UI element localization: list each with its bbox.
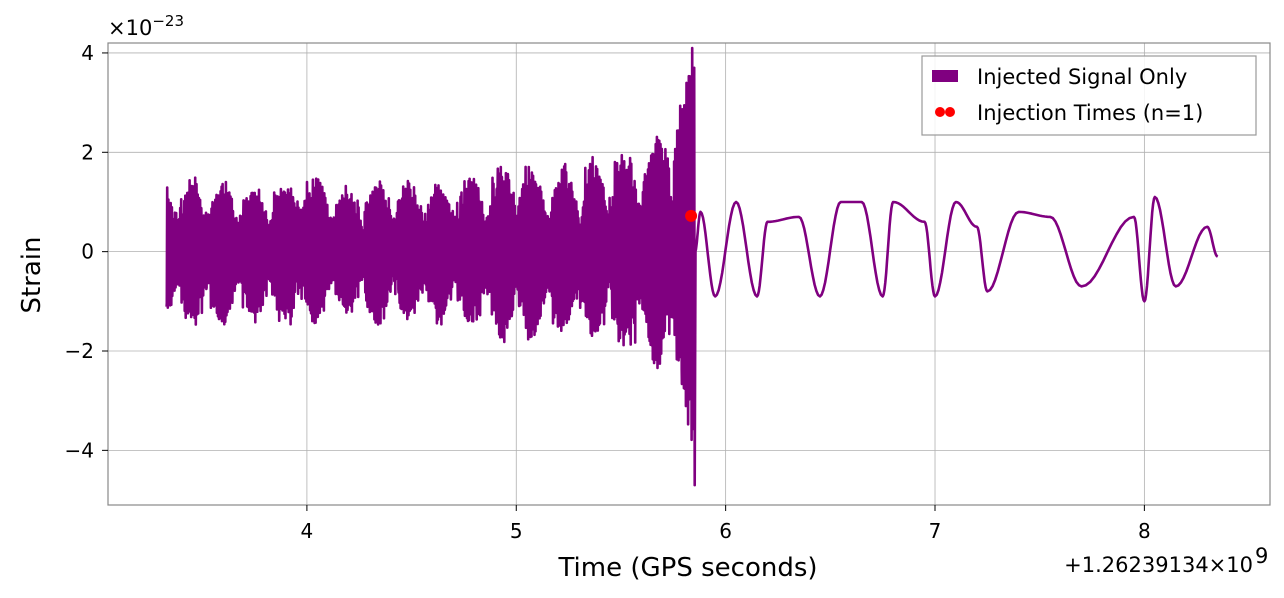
series-injected-signal (165, 46, 1219, 487)
x-tick-label-7: 7 (929, 519, 942, 543)
y-axis-title: Strain (17, 236, 47, 313)
legend-marker-injection-a (935, 107, 945, 117)
y-tick-label-2: 0 (81, 240, 94, 264)
y-tick-label-4: 4 (81, 41, 94, 65)
signal-line (165, 46, 1219, 487)
y-tick-label-0: −4 (65, 438, 94, 462)
x-offset-label: +1.26239134×10 (1064, 553, 1253, 577)
legend-marker-injection-b (945, 107, 955, 117)
y-scale-label: ×10−23 (108, 12, 184, 40)
legend-label-injection: Injection Times (n=1) (977, 101, 1203, 125)
legend-swatch-signal (932, 70, 958, 82)
x-tick-label-4: 4 (301, 519, 314, 543)
x-tick-label-6: 6 (719, 519, 732, 543)
x-axis-title: Time (GPS seconds) (557, 553, 817, 583)
y-axis-ticks: −4 −2 0 2 4 (65, 41, 108, 462)
legend-label-signal: Injected Signal Only (977, 65, 1187, 89)
injection-point-0 (685, 209, 698, 222)
legend: Injected Signal Only Injection Times (n=… (921, 55, 1257, 136)
x-tick-label-8: 8 (1138, 519, 1151, 543)
y-tick-label-3: 2 (81, 140, 94, 164)
x-axis-ticks: 4 5 6 7 8 (301, 505, 1151, 543)
series-injection-times (685, 209, 698, 222)
axes-frame (107, 42, 1271, 506)
x-offset-exponent: 9 (1255, 544, 1268, 568)
legend-box (921, 55, 1257, 136)
y-tick-label-1: −2 (65, 339, 94, 363)
x-tick-label-5: 5 (510, 519, 523, 543)
